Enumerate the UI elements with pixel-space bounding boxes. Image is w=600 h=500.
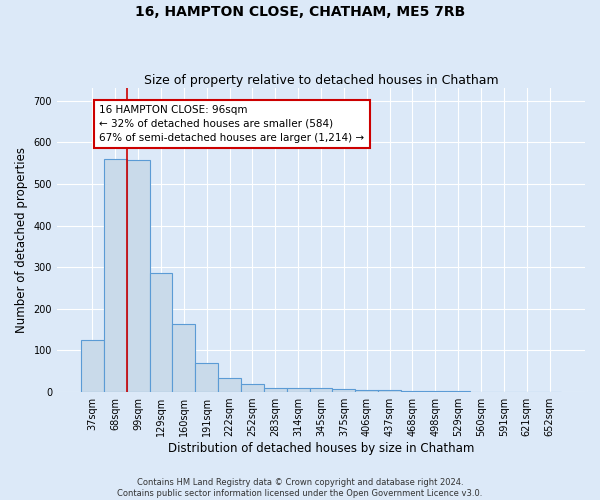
Bar xyxy=(401,391,424,392)
Bar xyxy=(355,390,378,392)
Bar xyxy=(310,388,332,392)
Title: Size of property relative to detached houses in Chatham: Size of property relative to detached ho… xyxy=(143,74,498,87)
X-axis label: Distribution of detached houses by size in Chatham: Distribution of detached houses by size … xyxy=(168,442,474,455)
Bar xyxy=(149,274,172,392)
Y-axis label: Number of detached properties: Number of detached properties xyxy=(15,147,28,333)
Bar xyxy=(264,388,287,392)
Text: Contains HM Land Registry data © Crown copyright and database right 2024.
Contai: Contains HM Land Registry data © Crown c… xyxy=(118,478,482,498)
Bar xyxy=(104,159,127,392)
Bar xyxy=(218,378,241,392)
Bar xyxy=(378,390,401,392)
Bar xyxy=(172,324,195,392)
Bar xyxy=(332,389,355,392)
Bar xyxy=(287,388,310,392)
Text: 16, HAMPTON CLOSE, CHATHAM, ME5 7RB: 16, HAMPTON CLOSE, CHATHAM, ME5 7RB xyxy=(135,5,465,19)
Text: 16 HAMPTON CLOSE: 96sqm
← 32% of detached houses are smaller (584)
67% of semi-d: 16 HAMPTON CLOSE: 96sqm ← 32% of detache… xyxy=(99,105,364,143)
Bar xyxy=(241,384,264,392)
Bar xyxy=(195,363,218,392)
Bar xyxy=(127,160,149,392)
Bar xyxy=(81,340,104,392)
